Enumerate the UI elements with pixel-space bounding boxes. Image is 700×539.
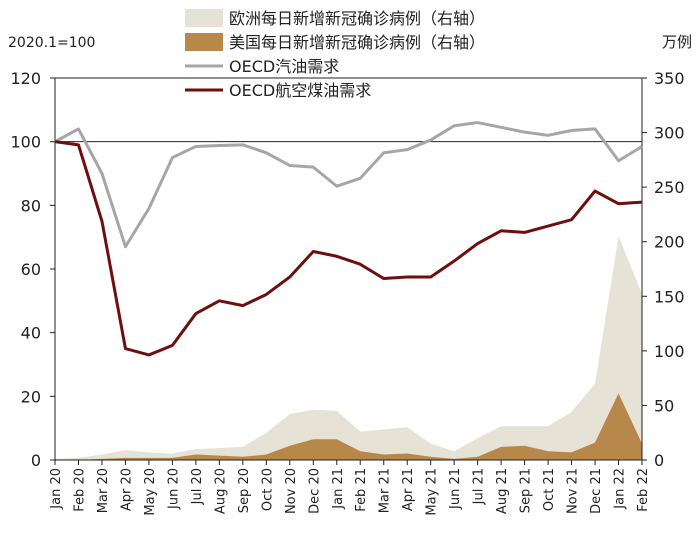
right-tick-label: 300 bbox=[654, 124, 685, 143]
x-tick-label: Feb 21 bbox=[354, 468, 369, 512]
left-tick-label: 60 bbox=[21, 260, 41, 279]
left-tick-label: 120 bbox=[10, 69, 41, 88]
series-line-3 bbox=[54, 140, 643, 357]
x-tick-label: Dec 20 bbox=[307, 468, 322, 514]
right-tick-label: 0 bbox=[654, 451, 664, 470]
x-tick-label: Apr 21 bbox=[401, 468, 416, 511]
series-area-0 bbox=[55, 236, 642, 460]
series-line-2 bbox=[54, 121, 643, 249]
left-axis-unit-label: 2020.1=100 bbox=[8, 35, 95, 51]
x-tick-label: Sep 20 bbox=[237, 468, 252, 513]
right-axis-unit-label: 万例 bbox=[662, 33, 692, 51]
right-tick-label: 100 bbox=[654, 342, 685, 361]
legend-swatch bbox=[185, 33, 223, 51]
x-tick-label: Jan 21 bbox=[331, 468, 346, 510]
x-tick-label: Jul 20 bbox=[190, 468, 205, 505]
x-tick-label: Sep 21 bbox=[519, 468, 534, 513]
area-layer bbox=[55, 236, 642, 460]
x-tick-label: Jun 21 bbox=[448, 468, 463, 510]
x-tick-label: Apr 20 bbox=[119, 468, 134, 511]
x-tick-label: May 20 bbox=[143, 468, 158, 516]
right-tick-label: 200 bbox=[654, 233, 685, 252]
legend-label: OECD汽油需求 bbox=[229, 57, 339, 76]
legend-label: 美国每日新增新冠确诊病例（右轴） bbox=[229, 33, 485, 52]
x-tick-label: Dec 21 bbox=[589, 468, 604, 514]
left-tick-label: 100 bbox=[10, 133, 41, 152]
x-tick-label: Nov 20 bbox=[284, 468, 299, 514]
x-tick-label: May 21 bbox=[425, 468, 440, 516]
x-tick-label: Mar 20 bbox=[96, 468, 111, 513]
right-tick-label: 250 bbox=[654, 178, 685, 197]
left-tick-label: 80 bbox=[21, 196, 41, 215]
series-area-1 bbox=[55, 393, 642, 460]
x-tick-label: Oct 21 bbox=[542, 468, 557, 511]
right-tick-label: 50 bbox=[654, 396, 674, 415]
legend-swatch bbox=[185, 9, 223, 27]
right-tick-label: 350 bbox=[654, 69, 685, 88]
x-tick-label: Feb 22 bbox=[636, 468, 651, 512]
line-layer bbox=[54, 121, 643, 357]
x-tick-label: Nov 21 bbox=[566, 468, 581, 514]
x-tick-label: Oct 20 bbox=[260, 468, 275, 511]
left-tick-label: 0 bbox=[31, 451, 41, 470]
x-tick-label: Jan 20 bbox=[49, 468, 64, 510]
x-tick-label: Aug 21 bbox=[495, 468, 510, 514]
x-tick-label: Jan 22 bbox=[613, 468, 628, 510]
x-tick-label: Jul 21 bbox=[472, 468, 487, 505]
legend: 欧洲每日新增新冠确诊病例（右轴） 美国每日新增新冠确诊病例（右轴） OECD汽油需求… bbox=[185, 9, 485, 100]
axes-layer: 0 20 40 60 80 100 120 0 50 100 150 200 250 300 350 Jan … bbox=[10, 69, 684, 516]
legend-label: OECD航空煤油需求 bbox=[229, 81, 371, 100]
x-tick-label: Aug 20 bbox=[213, 468, 228, 514]
x-tick-label: Feb 20 bbox=[72, 468, 87, 512]
left-tick-label: 20 bbox=[21, 387, 41, 406]
left-tick-label: 40 bbox=[21, 324, 41, 343]
x-tick-label: Mar 21 bbox=[378, 468, 393, 513]
x-tick-label: Jun 20 bbox=[166, 468, 181, 510]
legend-label: 欧洲每日新增新冠确诊病例（右轴） bbox=[229, 9, 485, 28]
right-tick-label: 150 bbox=[654, 287, 685, 306]
